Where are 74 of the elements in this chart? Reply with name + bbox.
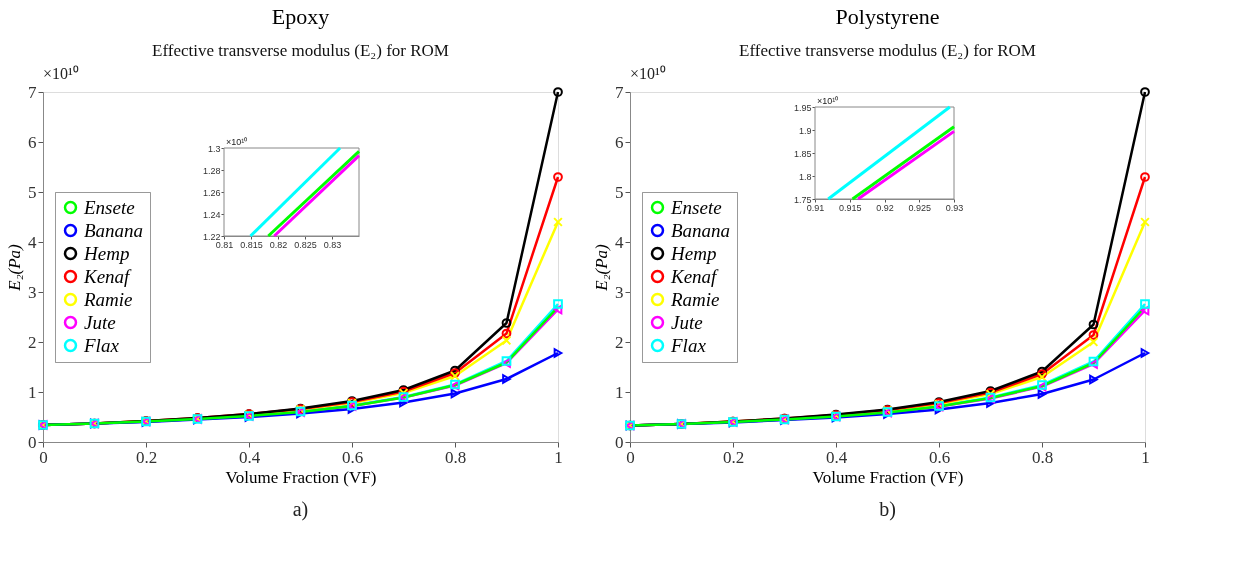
legend-label: Ramie [670, 288, 720, 310]
y-tick-label: 1 [28, 382, 37, 402]
x-tick-label: 1 [1141, 447, 1150, 467]
x-tick-label: 0.6 [341, 447, 364, 467]
y-tick-label: 4 [615, 232, 624, 252]
x-tick-label: 0.83 [323, 239, 342, 250]
annotation: ×10¹⁰ [817, 96, 839, 106]
chart-title: Epoxy [271, 4, 330, 29]
x-tick-label: 0.91 [806, 202, 825, 213]
text: ×10¹⁰ [630, 65, 666, 82]
y-tick-label: 6 [28, 132, 37, 152]
x-tick-label: 0.8 [444, 447, 467, 467]
x-tick-label: 0.82 [269, 239, 288, 250]
x-tick-label: 0.2 [722, 447, 745, 467]
text: b) [879, 498, 896, 521]
chart-subtitle: Effective transverse modulus (E₂) for ROM [739, 41, 1036, 60]
x-tick-label: 0.925 [908, 202, 932, 213]
legend-label: Jute [84, 311, 116, 333]
y-tick-label: 1.24 [202, 209, 221, 220]
y-tick-label: 5 [28, 182, 37, 202]
legend-label: Banana [84, 219, 144, 241]
legend-label: Hemp [670, 242, 717, 264]
legend-label: Flax [670, 334, 707, 356]
y-tick-label: 4 [28, 232, 37, 252]
x-tick-label: 0.825 [294, 239, 317, 250]
x-axis-title: Volume Fraction (VF) [225, 467, 377, 487]
x-tick-label: 0.915 [838, 202, 862, 213]
legend-label: Ensete [670, 196, 722, 218]
y-tick-label: 0 [28, 432, 37, 452]
text: ×10¹⁰ [43, 65, 79, 82]
y-tick-label: 1.28 [202, 165, 221, 176]
y-tick-label: 1.26 [202, 187, 221, 198]
y-tick-label: 3 [28, 282, 37, 302]
legend-label: Ramie [83, 288, 133, 310]
y-tick-label: 1.95 [793, 102, 812, 113]
y-tick-label: 3 [615, 282, 624, 302]
x-tick-label: 1 [554, 447, 563, 467]
x-tick-label: 0.81 [215, 239, 234, 250]
x-tick-label: 0.8 [1031, 447, 1054, 467]
y-tick-label: 1 [615, 382, 624, 402]
y-axis-title: E₂(Pa) [5, 243, 24, 292]
y-tick-label: 1.85 [793, 148, 812, 159]
y-tick-label: 1.22 [202, 231, 221, 242]
chart-title: Polystyrene [835, 4, 940, 29]
legend-label: Kenaf [83, 265, 133, 287]
legend-label: Hemp [83, 242, 130, 264]
y-tick-label: 5 [615, 182, 624, 202]
y-tick-label: 0 [615, 432, 624, 452]
y-tick-label: 7 [615, 82, 624, 102]
legend-label: Jute [671, 311, 703, 333]
y-axis-title: E₂(Pa) [592, 243, 611, 292]
legend-label: Flax [83, 334, 120, 356]
x-tick-label: 0.4 [238, 447, 261, 467]
y-tick-label: 2 [28, 332, 37, 352]
y-tick-label: 1.9 [798, 125, 812, 136]
y-tick-label: 1.75 [793, 194, 812, 205]
x-tick-label: 0.6 [928, 447, 951, 467]
annotation: ×10¹⁰ [226, 137, 248, 147]
text: a) [292, 498, 309, 521]
y-tick-label: 2 [615, 332, 624, 352]
legend-label: Ensete [83, 196, 135, 218]
x-tick-label: 0.4 [825, 447, 848, 467]
y-tick-label: 1.8 [798, 171, 812, 182]
y-tick-label: 6 [615, 132, 624, 152]
y-tick-label: 1.3 [207, 143, 221, 154]
x-tick-label: 0.2 [135, 447, 158, 467]
legend-label: Kenaf [670, 265, 720, 287]
x-axis-title: Volume Fraction (VF) [812, 467, 964, 487]
x-tick-label: 0.92 [876, 202, 894, 213]
x-tick-label: 0.815 [240, 239, 263, 250]
x-tick-label: 0.93 [945, 202, 964, 213]
chart-subtitle: Effective transverse modulus (E₂) for ROM [152, 41, 449, 60]
legend-label: Banana [671, 219, 731, 241]
y-tick-label: 7 [28, 82, 37, 102]
